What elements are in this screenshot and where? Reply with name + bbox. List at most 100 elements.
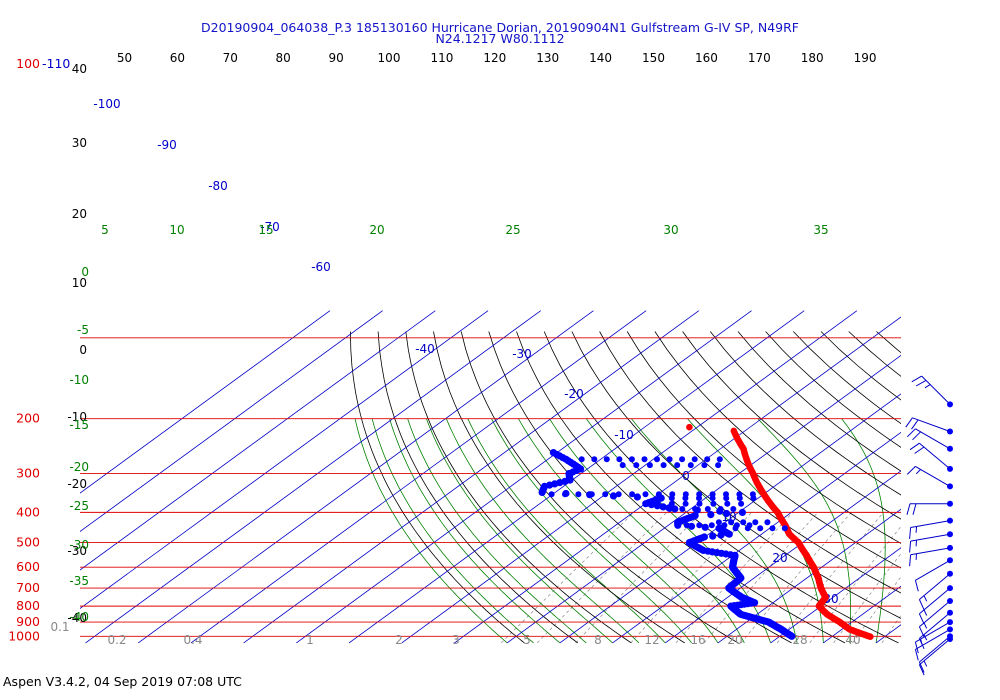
dry-adiabat-line bbox=[543, 331, 899, 644]
wind-barb-flag bbox=[905, 417, 913, 428]
isotherm-line bbox=[612, 431, 901, 644]
mixing-ratio-label: 1 bbox=[306, 633, 314, 647]
dewpoint-point bbox=[769, 525, 776, 532]
wind-barbs bbox=[905, 375, 953, 676]
dry-adiabat-label: -20 bbox=[67, 477, 87, 491]
isotherm-line bbox=[981, 311, 1000, 643]
isotherm-label: -20 bbox=[564, 387, 584, 401]
dewpoint-point bbox=[562, 491, 568, 498]
wind-barb-shaft bbox=[919, 587, 951, 615]
wind-barb-shaft bbox=[915, 465, 951, 487]
wind-barb bbox=[918, 636, 953, 676]
isotherm-label: -80 bbox=[208, 179, 228, 193]
green-adiabat-label: -10 bbox=[69, 373, 89, 387]
green-adiabat-label: 0 bbox=[81, 265, 89, 279]
moist-adiabat-line bbox=[841, 418, 886, 643]
dewpoint-point bbox=[609, 492, 618, 500]
dewpoint-point bbox=[740, 519, 747, 526]
dewpoint-point bbox=[732, 525, 739, 532]
isotherm-line bbox=[454, 316, 901, 644]
mixing-ratio-label: 0.1 bbox=[50, 620, 69, 634]
dewpoint-point bbox=[615, 491, 622, 498]
moist-adiabat-label: 10 bbox=[169, 223, 184, 237]
top-temperature-label: 150 bbox=[642, 51, 665, 65]
dewpoint-point bbox=[619, 462, 626, 469]
pressure-label: 1000 bbox=[8, 628, 40, 643]
wind-barb-shaft bbox=[910, 533, 951, 542]
dewpoint-point bbox=[717, 531, 725, 539]
mixing-ratio-label: 2 bbox=[395, 633, 403, 647]
dewpoint-point bbox=[738, 500, 745, 507]
dry-adiabat-label: 10 bbox=[72, 276, 87, 290]
dry-adiabat-line bbox=[350, 331, 525, 644]
dewpoint-point bbox=[696, 500, 703, 507]
wind-barb-shaft bbox=[915, 628, 951, 650]
dry-adiabat-line bbox=[516, 331, 846, 644]
dewpoint-point bbox=[646, 462, 653, 469]
moist-adiabat-line bbox=[389, 418, 561, 644]
isotherm-line bbox=[770, 547, 901, 644]
dry-adiabat-line bbox=[433, 331, 685, 644]
dewpoint-point bbox=[602, 491, 609, 498]
moist-adiabat-line bbox=[467, 418, 666, 644]
dewpoint-point bbox=[687, 462, 694, 469]
dewpoint-point bbox=[538, 488, 546, 496]
dewpoint-point bbox=[659, 503, 667, 511]
moist-adiabat-line bbox=[407, 418, 587, 644]
mixing-ratio-line bbox=[703, 512, 819, 644]
wind-barb-shaft bbox=[919, 600, 951, 628]
dewpoint-point bbox=[633, 462, 640, 469]
mixing-ratio-label: 0.2 bbox=[107, 633, 126, 647]
dewpoint-point bbox=[588, 491, 595, 498]
dry-adiabat-line bbox=[377, 331, 579, 644]
mixing-ratio-line bbox=[536, 512, 667, 644]
wind-barb-flag bbox=[918, 664, 925, 676]
pressure-label: 900 bbox=[16, 614, 40, 629]
top-temperature-label: 50 bbox=[117, 51, 132, 65]
wind-barb bbox=[914, 619, 953, 654]
wind-barb-half-flag bbox=[920, 638, 923, 646]
dewpoint-point bbox=[668, 495, 675, 502]
wind-barb-flag bbox=[912, 503, 917, 515]
wind-barb bbox=[909, 531, 953, 553]
dewpoint-point bbox=[715, 519, 722, 526]
dry-adiabat-line bbox=[599, 331, 901, 594]
dewpoint-point bbox=[682, 500, 689, 507]
wind-barb-flag bbox=[906, 428, 916, 438]
moist-adiabat-line bbox=[445, 418, 640, 644]
moist-adiabat-label: 25 bbox=[505, 223, 520, 237]
pressure-label: 200 bbox=[16, 411, 40, 426]
dewpoint-point bbox=[682, 495, 689, 502]
dewpoint-point bbox=[728, 519, 735, 526]
isotherm-line bbox=[80, 310, 489, 609]
top-temperature-label: 100 bbox=[378, 51, 401, 65]
dewpoint-point bbox=[788, 632, 796, 640]
dewpoint-point bbox=[707, 510, 715, 519]
isotherm-line bbox=[506, 354, 901, 644]
dewpoint-point bbox=[752, 519, 759, 526]
dewpoint-point bbox=[642, 491, 649, 498]
wind-barb bbox=[909, 544, 953, 567]
isotherm-label: -10 bbox=[614, 428, 634, 442]
dewpoint-point bbox=[666, 506, 673, 512]
dry-adiabat-line bbox=[571, 331, 901, 619]
mixing-ratio-label: 5 bbox=[523, 633, 531, 647]
dewpoint-point bbox=[724, 500, 731, 507]
wind-barb-shaft bbox=[912, 417, 951, 432]
moist-adiabat-label: 30 bbox=[663, 223, 678, 237]
pressure-label: 800 bbox=[16, 598, 40, 613]
wind-barb-flag bbox=[912, 431, 921, 441]
mixing-ratio-line bbox=[914, 512, 1000, 643]
wind-barb-shaft bbox=[919, 635, 951, 663]
dewpoint-point bbox=[709, 532, 717, 540]
temperature-point bbox=[686, 423, 693, 431]
top-temperature-label: 90 bbox=[328, 51, 343, 65]
dry-adiabat-line bbox=[405, 331, 632, 644]
dry-adiabat-line bbox=[737, 331, 901, 472]
mixing-ratio-line bbox=[675, 512, 793, 644]
dry-adiabat-line bbox=[820, 331, 901, 401]
isotherm-label: -40 bbox=[415, 342, 435, 356]
wind-barb-flag bbox=[911, 375, 922, 383]
mixing-ratio-line bbox=[809, 525, 901, 644]
